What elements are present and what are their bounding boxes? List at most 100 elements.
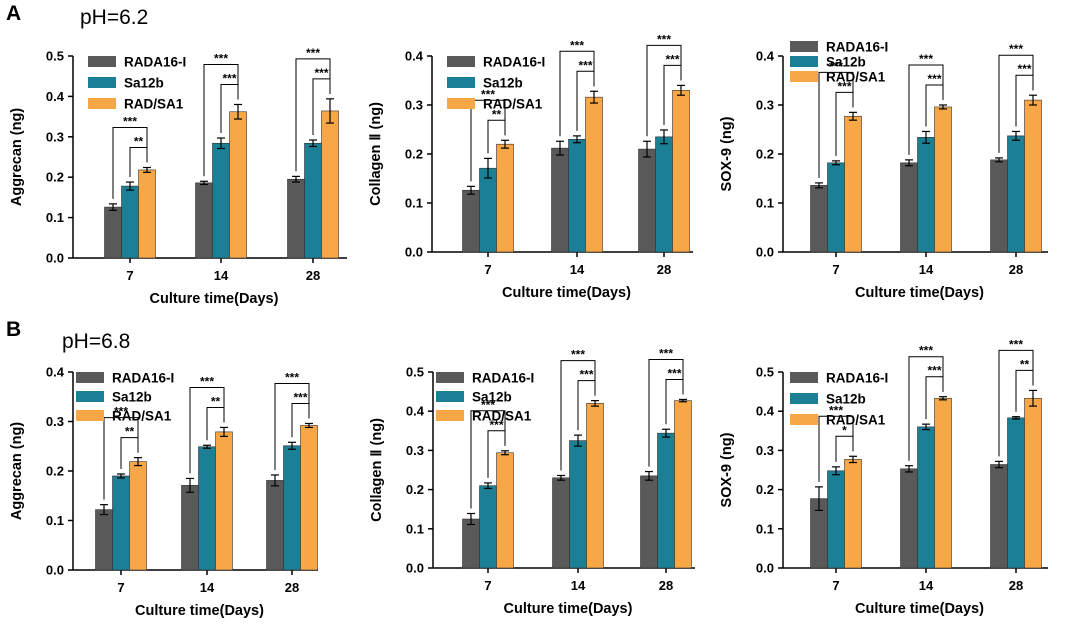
chart4-legend-swatch [76,391,104,402]
chart5-y-tick-label: 0.5 [406,365,424,380]
chart5-y-tick-label: 0.4 [406,404,425,419]
chart1-y-tick-label: 0.1 [46,210,64,225]
chart3-significance-label: *** [837,79,851,93]
chart3-x-tick-label: 14 [919,262,934,277]
chart5-bar-rad-sa1-7 [496,452,514,569]
chart6-legend-swatch [790,414,818,425]
chart5-significance-label: *** [571,348,585,362]
chart3-x-axis-title: Culture time(Days) [855,285,984,301]
panel-b-ph-label: pH=6.8 [62,330,131,353]
chart5-bar-rad-sa1-28 [674,400,692,569]
chart6-legend-label: RAD/SA1 [826,413,886,428]
chart6-y-tick-label: 0.5 [756,365,774,380]
chart1-significance-label: *** [123,115,137,129]
chart4-significance-bracket [206,406,225,441]
chart3-bar-rada16-i-14 [900,162,918,253]
chart1-bar-rada16-i-14 [195,182,213,259]
chart4-legend-swatch [76,372,104,383]
chart3-bar-sa12b-14 [917,137,935,253]
chart5-bar-rada16-i-7 [462,518,480,569]
chart2-y-axis-title: Collagen Ⅱ (ng) [368,102,384,206]
chart4-y-tick-label: 0.3 [46,414,64,429]
chart2-legend-label: RADA16-I [483,55,545,70]
chart4-significance-label: *** [293,390,307,404]
chart6-y-tick-label: 0.1 [756,521,774,536]
chart4-bar-sa12b-28 [283,445,301,571]
chart1-bar-rada16-i-7 [104,206,122,259]
chart2-y-tick-label: 0.3 [405,98,423,113]
chart1-significance-bracket [203,63,239,177]
chart2-significance-label: *** [665,52,679,66]
chart4-significance-label: *** [285,370,299,384]
chart2-bar-sa12b-14 [568,139,586,253]
chart6-significance-label: *** [919,344,933,358]
chart2-bar-sa12b-28 [655,136,673,253]
chart4-legend-label: Sa12b [112,390,152,405]
chart5-x-tick-label: 7 [484,578,491,593]
chart6-significance-bracket [998,349,1034,457]
chart6-bar-rada16-i-28 [990,464,1008,569]
chart4-x-tick-label: 14 [200,580,215,595]
chart5-significance-label: *** [579,368,593,382]
chart3-x-tick-label: 28 [1009,262,1023,277]
chart4-y-axis-title: Aggrecan (ng) [9,422,25,520]
chart6-legend-swatch [790,372,818,383]
chart2-bar-rada16-i-28 [638,148,656,253]
chart5-y-tick-label: 0.3 [406,443,424,458]
chart4-y-tick-label: 0.2 [46,464,64,479]
chart2-y-tick-label: 0.2 [405,147,423,162]
chart2-legend-label: RAD/SA1 [483,97,543,112]
chart3-legend-swatch [790,71,818,82]
chart5-bar-rada16-i-28 [640,475,658,569]
chart4-significance-label: ** [211,394,221,408]
chart6-bar-sa12b-14 [917,426,935,569]
chart1-bar-sa12b-7 [121,185,139,259]
chart1-significance-label: ** [134,135,144,149]
chart1-y-tick-label: 0.2 [46,170,64,185]
chart6-y-tick-label: 0.2 [756,482,774,497]
chart6-bar-rad-sa1-14 [934,397,952,569]
chart4-bar-rada16-i-28 [266,480,284,571]
chart2-significance-bracket [470,99,506,182]
chart5-legend-label: Sa12b [472,390,512,405]
chart6-y-tick-label: 0.3 [756,443,774,458]
chart3-bar-rada16-i-28 [990,159,1008,253]
chart4-legend-label: RAD/SA1 [112,409,172,424]
chart1-legend-swatch [88,56,116,67]
chart5-x-axis-title: Culture time(Days) [504,601,633,617]
chart2-x-tick-label: 28 [657,262,671,277]
chart1-significance-label: *** [222,71,236,85]
chart4-x-tick-label: 7 [117,580,124,595]
chart6-bar-rad-sa1-28 [1024,397,1042,569]
chart1-significance-bracket [312,78,331,136]
chart3-significance-label: *** [829,59,843,73]
chart6-bar-sa12b-28 [1007,417,1025,569]
chart3-significance-bracket [908,64,944,155]
chart4-significance-bracket [274,382,310,470]
panel-letter-b: B [6,318,22,341]
chart3-significance-bracket [818,71,854,178]
chart5-significance-bracket [470,410,506,509]
chart5-significance-label: *** [659,346,673,360]
chart5-x-tick-label: 28 [659,578,673,593]
chart1-x-tick-label: 7 [126,268,133,283]
chart6-x-axis-title: Culture time(Days) [855,601,984,617]
chart4-significance-bracket [120,437,139,469]
chart1-significance-label: *** [314,66,328,80]
chart4-significance-bracket [103,417,139,500]
chart2-bar-rada16-i-14 [551,147,569,253]
chart5-significance-bracket [648,358,684,467]
chart2-y-tick-label: 0.4 [405,49,424,64]
chart4-bar-rada16-i-14 [181,485,199,571]
chart3-significance-bracket [835,91,854,156]
chart2-legend-swatch [447,98,475,109]
chart3-bar-sa12b-7 [827,162,845,253]
chart5-bar-rad-sa1-14 [586,403,604,569]
chart3-significance-bracket [1015,74,1034,127]
chart1-bar-sa12b-14 [212,142,230,259]
panel-letter-a: A [6,2,22,25]
chart2-bar-rad-sa1-7 [496,143,514,253]
chart1-significance-label: *** [214,51,228,65]
chart2-bar-rad-sa1-28 [672,90,690,253]
chart2-significance-label: *** [570,38,584,52]
